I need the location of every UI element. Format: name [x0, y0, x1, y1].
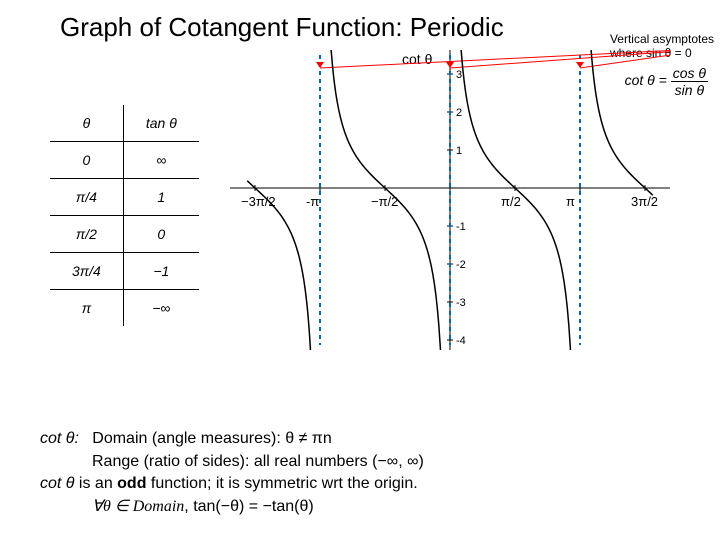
- table-cell: 0: [50, 142, 123, 179]
- svg-text:1: 1: [456, 145, 462, 157]
- summary-l1: Domain (angle measures): θ ≠ πn: [92, 430, 331, 447]
- values-table: θ tan θ 0∞π/41π/203π/4−1π−∞: [50, 105, 199, 326]
- svg-text:cot θ: cot θ: [402, 51, 433, 67]
- svg-text:π: π: [566, 194, 575, 209]
- table-cell: 0: [123, 216, 198, 253]
- page-title: Graph of Cotangent Function: Periodic: [60, 12, 504, 43]
- summary-l4-rest: , tan(−θ) = −tan(θ): [184, 498, 313, 515]
- svg-text:-3: -3: [456, 297, 466, 309]
- formula-denominator: sin θ: [671, 82, 708, 98]
- table-cell: −∞: [123, 290, 198, 327]
- asymptote-note-l1: Vertical asymptotes: [610, 32, 714, 46]
- table-col2-header: tan θ: [123, 105, 198, 142]
- svg-text:3: 3: [456, 69, 462, 81]
- svg-text:−3π/2: −3π/2: [241, 194, 276, 209]
- svg-text:-4: -4: [456, 335, 466, 347]
- table-row: 3π/4−1: [50, 253, 199, 290]
- table-row: π/41: [50, 179, 199, 216]
- table-cell: 3π/4: [50, 253, 123, 290]
- svg-text:-1: -1: [456, 221, 466, 233]
- summary-l3c: odd: [117, 475, 146, 492]
- summary-l3b: is an: [74, 475, 117, 492]
- table-cell: π/4: [50, 179, 123, 216]
- summary-l2: Range (ratio of sides): all real numbers…: [92, 451, 424, 473]
- table-cell: 1: [123, 179, 198, 216]
- summary-l4-sym: ∀θ ∈ Domain: [92, 498, 184, 515]
- cot-chart: cot θ321-1-2-3-4−3π/2-π−π/2π/2π3π/2: [230, 50, 670, 350]
- svg-text:-π: -π: [306, 194, 319, 209]
- summary-l3a: cot θ: [40, 475, 74, 492]
- summary-l3d: function; it is symmetric wrt the origin…: [146, 475, 417, 492]
- table-row: 0∞: [50, 142, 199, 179]
- table-cell: π/2: [50, 216, 123, 253]
- svg-text:π/2: π/2: [501, 194, 521, 209]
- svg-text:3π/2: 3π/2: [631, 194, 658, 209]
- table-col1-header: θ: [50, 105, 123, 142]
- formula-numerator: cos θ: [671, 65, 708, 82]
- table-row: π/20: [50, 216, 199, 253]
- chart-svg: cot θ321-1-2-3-4−3π/2-π−π/2π/2π3π/2: [230, 50, 670, 350]
- summary-l1-pre: cot θ:: [40, 430, 79, 447]
- svg-text:2: 2: [456, 107, 462, 119]
- table-row: π−∞: [50, 290, 199, 327]
- summary-text: cot θ: Domain (angle measures): θ ≠ πn R…: [40, 428, 424, 518]
- table-cell: −1: [123, 253, 198, 290]
- table-cell: ∞: [123, 142, 198, 179]
- table-cell: π: [50, 290, 123, 327]
- svg-text:-2: -2: [456, 259, 466, 271]
